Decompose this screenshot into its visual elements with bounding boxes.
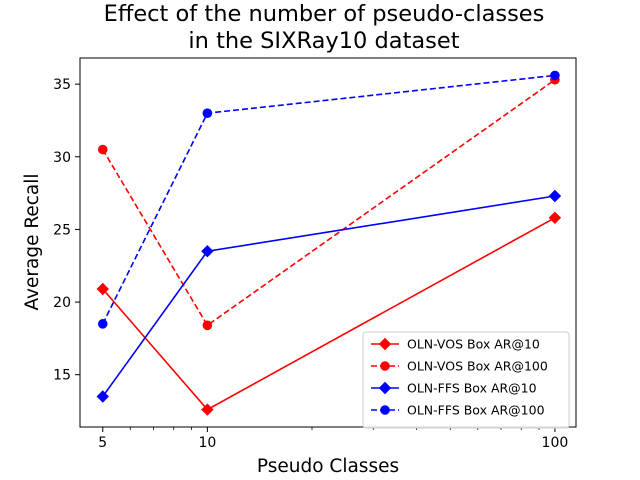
data-point xyxy=(201,245,214,258)
legend-item: OLN-FFS Box AR@100 xyxy=(371,403,545,418)
series-line xyxy=(102,79,556,327)
legend-marker xyxy=(380,405,390,415)
data-point xyxy=(202,108,213,119)
legend-label: OLN-VOS Box AR@100 xyxy=(407,359,548,374)
data-point xyxy=(548,211,562,225)
y-tick-label: 20 xyxy=(53,295,71,311)
y-tick-label: 30 xyxy=(53,150,71,166)
x-tick-label: 100 xyxy=(542,435,569,451)
y-tick-label: 25 xyxy=(53,222,71,238)
data-point xyxy=(201,403,214,416)
legend-item: OLN-FFS Box AR@10 xyxy=(371,381,537,396)
data-point xyxy=(202,320,213,331)
y-tick-label: 15 xyxy=(53,368,71,384)
legend: OLN-VOS Box AR@10 OLN-VOS Box AR@100 OLN-F… xyxy=(362,331,570,429)
legend-marker xyxy=(378,337,392,351)
data-point xyxy=(96,390,109,403)
chart-title-line-2: in the SIXRay10 dataset xyxy=(188,28,459,54)
legend-label: OLN-VOS Box AR@10 xyxy=(407,337,540,352)
series-4 xyxy=(97,70,560,329)
legend-label: OLN-FFS Box AR@100 xyxy=(407,403,545,418)
x-tick-label: 5 xyxy=(98,435,107,451)
legend-box xyxy=(362,331,570,429)
legend-item: OLN-VOS Box AR@10 xyxy=(371,337,540,352)
x-tick-label: 10 xyxy=(198,435,216,451)
data-point xyxy=(97,144,108,155)
legend-marker xyxy=(380,361,390,371)
legend-label: OLN-FFS Box AR@10 xyxy=(407,381,537,396)
series-3 xyxy=(96,189,562,403)
axes-frame xyxy=(79,57,577,428)
legend-item: OLN-VOS Box AR@100 xyxy=(371,359,548,374)
plot-area: 15 20 25 30 35 5 10 100 xyxy=(53,57,577,451)
data-point xyxy=(548,189,562,203)
data-point xyxy=(97,319,108,329)
y-axis-label: Average Recall xyxy=(22,173,43,310)
x-axis-label: Pseudo Classes xyxy=(257,456,399,477)
legend-marker xyxy=(378,381,392,395)
series-1 xyxy=(96,211,562,416)
data-point xyxy=(550,70,560,81)
chart-title-line-1: Effect of the number of pseudo-classes xyxy=(104,1,545,27)
data-point xyxy=(96,282,109,296)
y-tick-label: 35 xyxy=(53,77,71,93)
